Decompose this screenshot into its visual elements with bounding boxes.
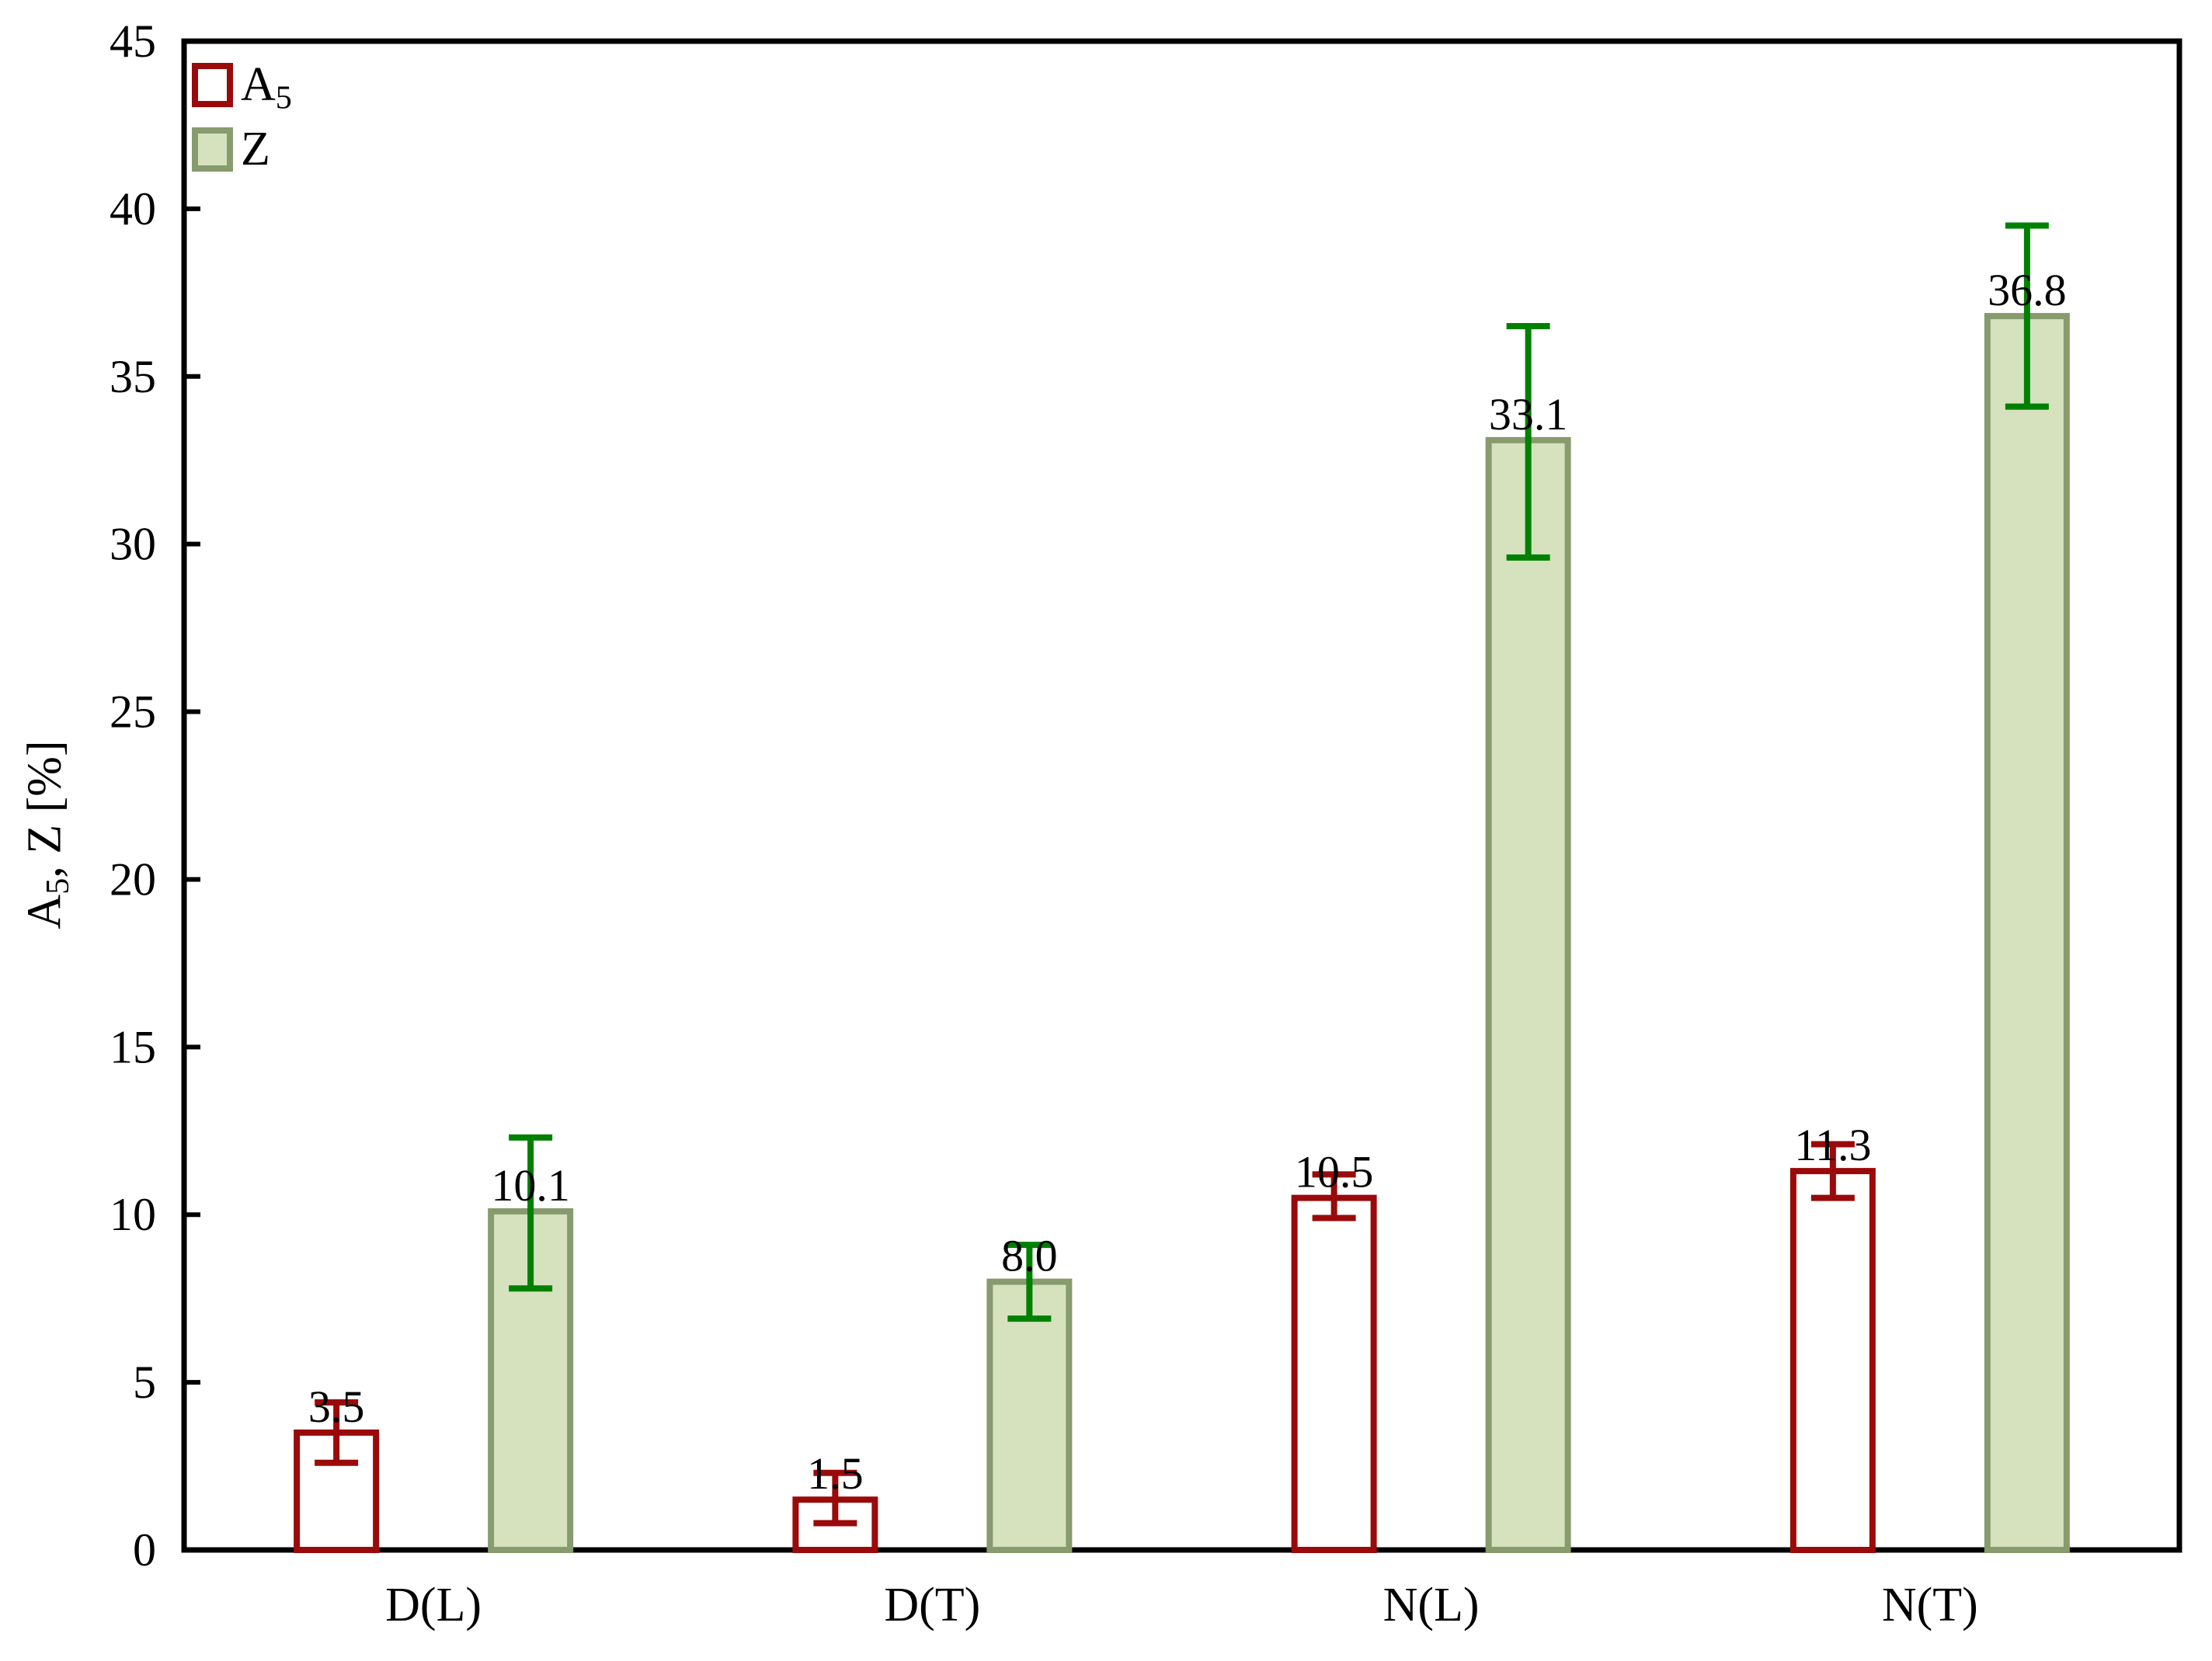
y-tick-label: 15 bbox=[110, 1021, 156, 1072]
value-label-z-0: 10.1 bbox=[491, 1160, 570, 1211]
y-tick-label: 10 bbox=[110, 1189, 156, 1240]
legend-label-a5: A5 bbox=[241, 58, 292, 116]
bar-z-3 bbox=[1984, 313, 2070, 1554]
value-label-a5-3: 11.3 bbox=[1794, 1120, 1871, 1170]
y-tick-label: 45 bbox=[110, 16, 156, 67]
x-category-label: D(T) bbox=[884, 1579, 980, 1631]
bar-a5-2 bbox=[1291, 1194, 1377, 1553]
y-tick-label: 35 bbox=[110, 351, 156, 402]
x-category-label: N(L) bbox=[1383, 1579, 1480, 1631]
legend: A5 Z bbox=[192, 61, 292, 173]
value-label-a5-1: 1.5 bbox=[807, 1448, 864, 1499]
value-label-z-3: 36.8 bbox=[1988, 265, 2067, 315]
y-tick-label: 0 bbox=[133, 1524, 156, 1576]
y-tick-label: 40 bbox=[110, 183, 156, 235]
legend-label-z: Z bbox=[241, 123, 270, 175]
bar-a5-3 bbox=[1789, 1168, 1876, 1553]
value-label-a5-2: 10.5 bbox=[1295, 1147, 1374, 1197]
y-tick-label: 5 bbox=[133, 1357, 156, 1408]
y-tick-label: 25 bbox=[110, 686, 156, 738]
legend-item-a5: A5 bbox=[192, 58, 292, 116]
value-label-a5-0: 3.5 bbox=[308, 1381, 365, 1432]
x-category-label: N(T) bbox=[1882, 1579, 1978, 1631]
y-axis-title: A5, Z [%] bbox=[18, 740, 77, 930]
value-label-z-2: 33.1 bbox=[1489, 389, 1568, 440]
y-tick-label: 30 bbox=[110, 519, 156, 570]
plot-frame bbox=[181, 38, 2182, 1553]
value-label-z-1: 8.0 bbox=[1001, 1231, 1058, 1281]
x-category-label: D(L) bbox=[385, 1579, 482, 1631]
bar-z-1 bbox=[986, 1278, 1073, 1553]
legend-swatch-a5-icon bbox=[192, 62, 233, 107]
y-tick-label: 20 bbox=[110, 853, 156, 905]
legend-swatch-z-icon bbox=[192, 127, 233, 172]
legend-item-z: Z bbox=[192, 125, 292, 173]
bar-z-2 bbox=[1485, 436, 1571, 1553]
